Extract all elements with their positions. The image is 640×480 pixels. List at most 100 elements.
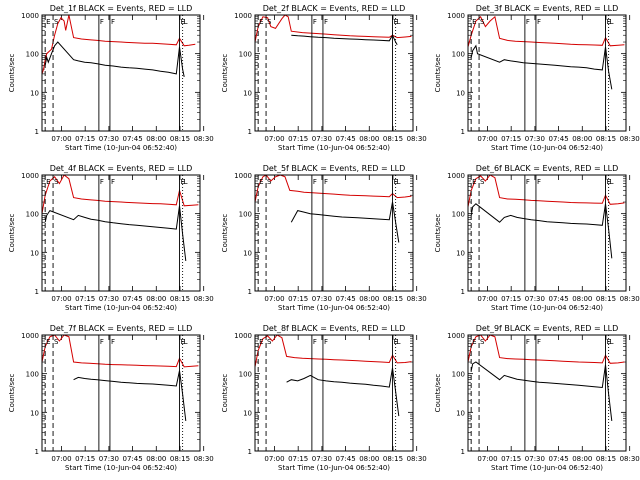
event-marker-label: F bbox=[100, 18, 104, 26]
lld-series-line bbox=[255, 15, 412, 43]
y-tick-label: 1 bbox=[461, 448, 465, 456]
event-marker-label: F bbox=[526, 338, 530, 346]
event-marker-label: L bbox=[610, 178, 614, 186]
y-tick-label: 10 bbox=[243, 409, 252, 417]
x-tick-label: 07:30 bbox=[99, 295, 119, 303]
event-marker-label: E bbox=[393, 18, 397, 26]
y-tick-label: 1 bbox=[35, 128, 39, 136]
y-tick-label: 10 bbox=[456, 409, 465, 417]
event-marker-label: F bbox=[324, 338, 328, 346]
x-tick-label: 08:00 bbox=[359, 135, 379, 143]
x-tick-label: 07:30 bbox=[99, 135, 119, 143]
event-marker-label: L bbox=[610, 338, 614, 346]
plot-area bbox=[255, 175, 412, 291]
chart-panel: Det_9f BLACK = Events, RED = LLD 1 10 100 10… bbox=[434, 324, 640, 472]
x-tick-label: 08:15 bbox=[596, 135, 616, 143]
y-tick-label: 100 bbox=[239, 371, 252, 379]
event-marker-label: E bbox=[393, 178, 397, 186]
plot-area bbox=[468, 15, 625, 131]
y-tick-label: 1 bbox=[461, 128, 465, 136]
event-marker-label: F bbox=[313, 178, 317, 186]
x-tick-label: 07:00 bbox=[477, 455, 497, 463]
y-tick-label: 1000 bbox=[447, 332, 465, 340]
x-tick-label: 07:15 bbox=[288, 455, 308, 463]
plot-area bbox=[468, 335, 625, 451]
y-tick-label: 1000 bbox=[447, 172, 465, 180]
panel-title: Det_1f BLACK = Events, RED = LLD bbox=[50, 4, 193, 13]
y-axis-label: Counts/sec bbox=[8, 214, 16, 253]
y-tick-label: 1000 bbox=[21, 12, 39, 20]
plot-frame bbox=[467, 174, 627, 292]
event-marker-label: F bbox=[526, 18, 530, 26]
x-tick-label: 07:15 bbox=[288, 295, 308, 303]
event-marker-label: E bbox=[46, 178, 50, 186]
event-marker-label: F bbox=[111, 18, 115, 26]
x-tick-label: 07:15 bbox=[75, 455, 95, 463]
y-tick-label: 100 bbox=[26, 211, 39, 219]
plot-area bbox=[42, 335, 199, 451]
event-marker-label: E bbox=[46, 338, 50, 346]
event-marker-label: L bbox=[610, 18, 614, 26]
events-series-line bbox=[291, 34, 398, 46]
chart-panel: Det_2f BLACK = Events, RED = LLD 1 10 100 10… bbox=[221, 4, 427, 152]
y-tick-label: 1000 bbox=[234, 12, 252, 20]
y-tick-label: 10 bbox=[456, 89, 465, 97]
event-marker-label: F bbox=[313, 338, 317, 346]
x-tick-label: 07:30 bbox=[525, 295, 545, 303]
event-marker-label: F bbox=[313, 18, 317, 26]
panel-title: Det_3f BLACK = Events, RED = LLD bbox=[476, 4, 619, 13]
event-marker-label: L bbox=[184, 18, 188, 26]
event-marker-label: L bbox=[397, 178, 401, 186]
event-marker-label: F bbox=[526, 178, 530, 186]
panel-title: Det_4f BLACK = Events, RED = LLD bbox=[50, 164, 193, 173]
x-tick-label: 07:00 bbox=[51, 455, 71, 463]
x-tick-label: 07:00 bbox=[264, 135, 284, 143]
y-tick-label: 10 bbox=[30, 409, 39, 417]
event-marker-label: E bbox=[259, 338, 263, 346]
plot-area bbox=[255, 15, 412, 131]
chart-panel: Det_7f BLACK = Events, RED = LLD 1 10 100 10… bbox=[8, 324, 214, 472]
panel-title: Det_7f BLACK = Events, RED = LLD bbox=[50, 324, 193, 333]
event-marker-label: E bbox=[259, 18, 263, 26]
x-tick-label: 08:15 bbox=[383, 455, 403, 463]
x-tick-label: 08:00 bbox=[572, 135, 592, 143]
event-marker-label: F bbox=[324, 18, 328, 26]
y-tick-label: 1 bbox=[35, 288, 39, 296]
x-tick-label: 07:00 bbox=[51, 295, 71, 303]
event-marker-label: E bbox=[393, 338, 397, 346]
x-tick-label: 07:00 bbox=[264, 295, 284, 303]
event-marker-label: F bbox=[537, 338, 541, 346]
x-tick-label: 07:15 bbox=[75, 135, 95, 143]
y-axis-label: Counts/sec bbox=[221, 214, 229, 253]
y-tick-label: 100 bbox=[452, 211, 465, 219]
x-tick-label: 07:15 bbox=[501, 295, 521, 303]
lld-series-line bbox=[255, 335, 412, 367]
events-series-line bbox=[73, 370, 187, 421]
x-tick-label: 07:45 bbox=[548, 455, 568, 463]
x-tick-label: 08:30 bbox=[194, 135, 214, 143]
chart-panel: Det_5f BLACK = Events, RED = LLD 1 10 100 10… bbox=[221, 164, 427, 312]
chart-panel: Det_6f BLACK = Events, RED = LLD 1 10 100 10… bbox=[434, 164, 640, 312]
event-marker-label: F bbox=[100, 338, 104, 346]
x-tick-label: 07:30 bbox=[525, 135, 545, 143]
x-tick-label: 08:15 bbox=[170, 135, 190, 143]
event-marker-label: S bbox=[480, 178, 485, 186]
x-axis-label: Start Time (10-Jun-04 06:52:40) bbox=[278, 144, 390, 152]
chart-panel: Det_8f BLACK = Events, RED = LLD 1 10 100 10… bbox=[221, 324, 427, 472]
plot-frame bbox=[41, 14, 201, 132]
event-marker-label: F bbox=[111, 338, 115, 346]
panel-title: Det_6f BLACK = Events, RED = LLD bbox=[476, 164, 619, 173]
x-tick-label: 08:00 bbox=[572, 455, 592, 463]
events-series-line bbox=[470, 44, 613, 90]
x-tick-label: 07:00 bbox=[51, 135, 71, 143]
x-tick-label: 07:45 bbox=[335, 135, 355, 143]
y-tick-label: 1000 bbox=[21, 332, 39, 340]
x-tick-label: 07:15 bbox=[75, 295, 95, 303]
event-marker-label: E bbox=[259, 178, 263, 186]
x-tick-label: 08:30 bbox=[620, 135, 640, 143]
event-marker-label: E bbox=[180, 338, 184, 346]
y-tick-label: 10 bbox=[30, 89, 39, 97]
x-tick-label: 07:30 bbox=[312, 135, 332, 143]
y-tick-label: 1000 bbox=[447, 12, 465, 20]
